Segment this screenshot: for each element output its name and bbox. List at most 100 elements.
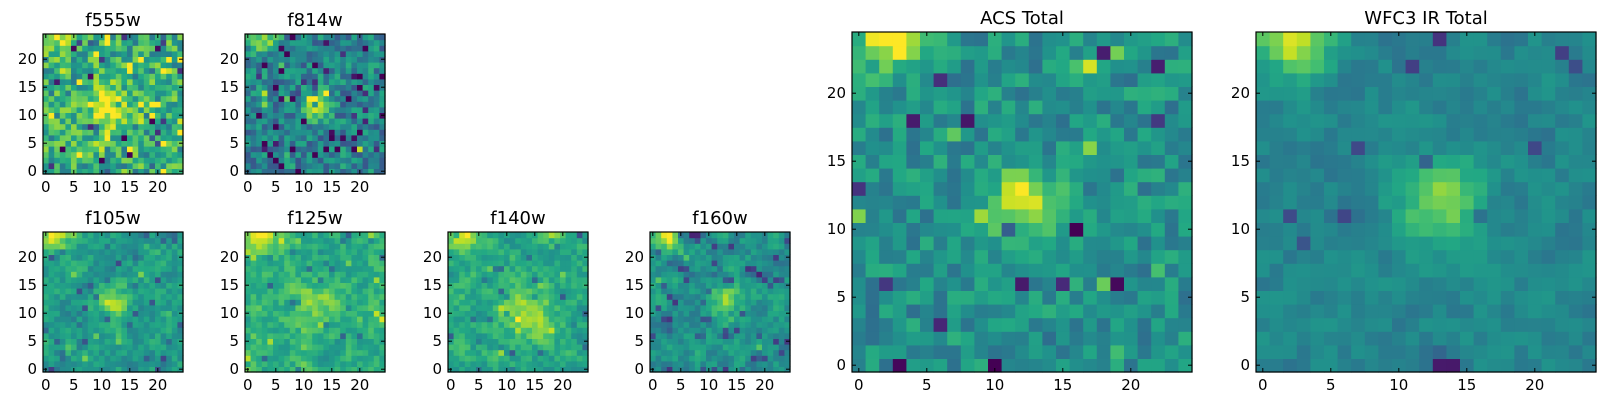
heatmap-cell <box>340 254 347 261</box>
heatmap-cell <box>261 140 268 147</box>
heatmap-cell <box>1351 154 1366 169</box>
heatmap-cell <box>155 78 162 85</box>
heatmap-cell <box>1001 208 1016 223</box>
heatmap-cell <box>160 112 167 119</box>
heatmap-cell <box>1028 331 1043 346</box>
heatmap-cell <box>87 304 94 311</box>
heatmap-cell <box>138 260 145 267</box>
heatmap-cell <box>177 276 184 283</box>
heatmap-cell <box>245 293 252 300</box>
heatmap-cell <box>543 237 550 244</box>
heatmap-cell <box>93 349 100 356</box>
heatmap-cell <box>892 127 907 142</box>
heatmap-cell <box>1042 290 1057 305</box>
heatmap-cell <box>526 366 533 373</box>
heatmap-cell <box>571 282 578 289</box>
heatmap-cell <box>362 123 369 130</box>
heatmap-cell <box>329 271 336 278</box>
heatmap-cell <box>59 56 66 63</box>
heatmap-cell <box>504 332 511 339</box>
heatmap-cell <box>317 332 324 339</box>
heatmap-cell <box>267 151 274 158</box>
heatmap-cell <box>261 146 268 153</box>
heatmap-cell <box>1337 208 1352 223</box>
heatmap-cell <box>87 118 94 125</box>
heatmap-cell <box>245 123 252 130</box>
heatmap-cell <box>312 134 319 141</box>
heatmap-cell <box>329 265 336 272</box>
heatmap-cell <box>920 236 935 251</box>
heatmap-cell <box>127 316 134 323</box>
heatmap-cell <box>492 288 499 295</box>
heatmap-cell <box>284 276 291 283</box>
heatmap-cell <box>1487 276 1502 291</box>
heatmap-cell <box>306 316 313 323</box>
heatmap-cell <box>267 95 274 102</box>
heatmap-cell <box>717 288 724 295</box>
heatmap-cell <box>683 366 690 373</box>
heatmap-cell <box>177 237 184 244</box>
heatmap-cell <box>345 168 352 175</box>
heatmap-cell <box>312 321 319 328</box>
heatmap-cell <box>1296 208 1311 223</box>
heatmap-cell <box>351 146 358 153</box>
heatmap-cell <box>59 101 66 108</box>
heatmap-cell <box>48 101 55 108</box>
heatmap-cell <box>323 260 330 267</box>
heatmap-cell <box>43 129 50 136</box>
heatmap-cell <box>739 265 746 272</box>
heatmap-cell <box>767 265 774 272</box>
heatmap-cell <box>155 355 162 362</box>
heatmap-cell <box>1151 344 1166 359</box>
heatmap-cell <box>138 146 145 153</box>
heatmap-cell <box>256 67 263 74</box>
heatmap-cell <box>261 276 268 283</box>
heatmap-cell <box>492 232 499 239</box>
heatmap-cell <box>362 95 369 102</box>
heatmap-cell <box>947 236 962 251</box>
heatmap-cell <box>93 243 100 250</box>
heatmap-cell <box>666 254 673 261</box>
heatmap-cell <box>312 73 319 80</box>
heatmap-cell <box>82 360 89 367</box>
heatmap-cell <box>368 140 375 147</box>
heatmap-cell <box>560 327 567 334</box>
heatmap-cell <box>76 140 83 147</box>
heatmap-cell <box>110 45 117 52</box>
heatmap-cell <box>340 316 347 323</box>
heatmap-cell <box>1110 45 1125 60</box>
heatmap-cell <box>329 349 336 356</box>
heatmap-cell <box>149 157 156 164</box>
heatmap-cell <box>1324 263 1339 278</box>
heatmap-cell <box>1178 208 1193 223</box>
heatmap-cell <box>960 290 975 305</box>
heatmap-cell <box>739 344 746 351</box>
heatmap-cell <box>672 243 679 250</box>
heatmap-cell <box>138 321 145 328</box>
heatmap-cell <box>138 34 145 41</box>
heatmap-cell <box>93 45 100 52</box>
heatmap-cell <box>104 282 111 289</box>
heatmap-cell <box>571 288 578 295</box>
heatmap-cell <box>1460 222 1475 237</box>
heatmap-cell <box>334 78 341 85</box>
heatmap-cell <box>160 101 167 108</box>
heatmap-cell <box>48 271 55 278</box>
heatmap-cell <box>93 265 100 272</box>
heatmap-cell <box>1164 86 1179 101</box>
heatmap-cell <box>127 162 134 169</box>
heatmap-cell <box>368 254 375 261</box>
heatmap-cell <box>115 39 122 46</box>
heatmap-cell <box>756 260 763 267</box>
heatmap-cell <box>301 321 308 328</box>
heatmap-cell <box>301 146 308 153</box>
heatmap-cell <box>947 168 962 183</box>
heatmap-cell <box>345 360 352 367</box>
heatmap-cell <box>273 248 280 255</box>
heatmap-cell <box>773 254 780 261</box>
heatmap-cell <box>532 349 539 356</box>
heatmap-cell <box>852 317 867 332</box>
heatmap-cell <box>1256 249 1271 264</box>
heatmap-cell <box>261 151 268 158</box>
heatmap-cell <box>245 129 252 136</box>
